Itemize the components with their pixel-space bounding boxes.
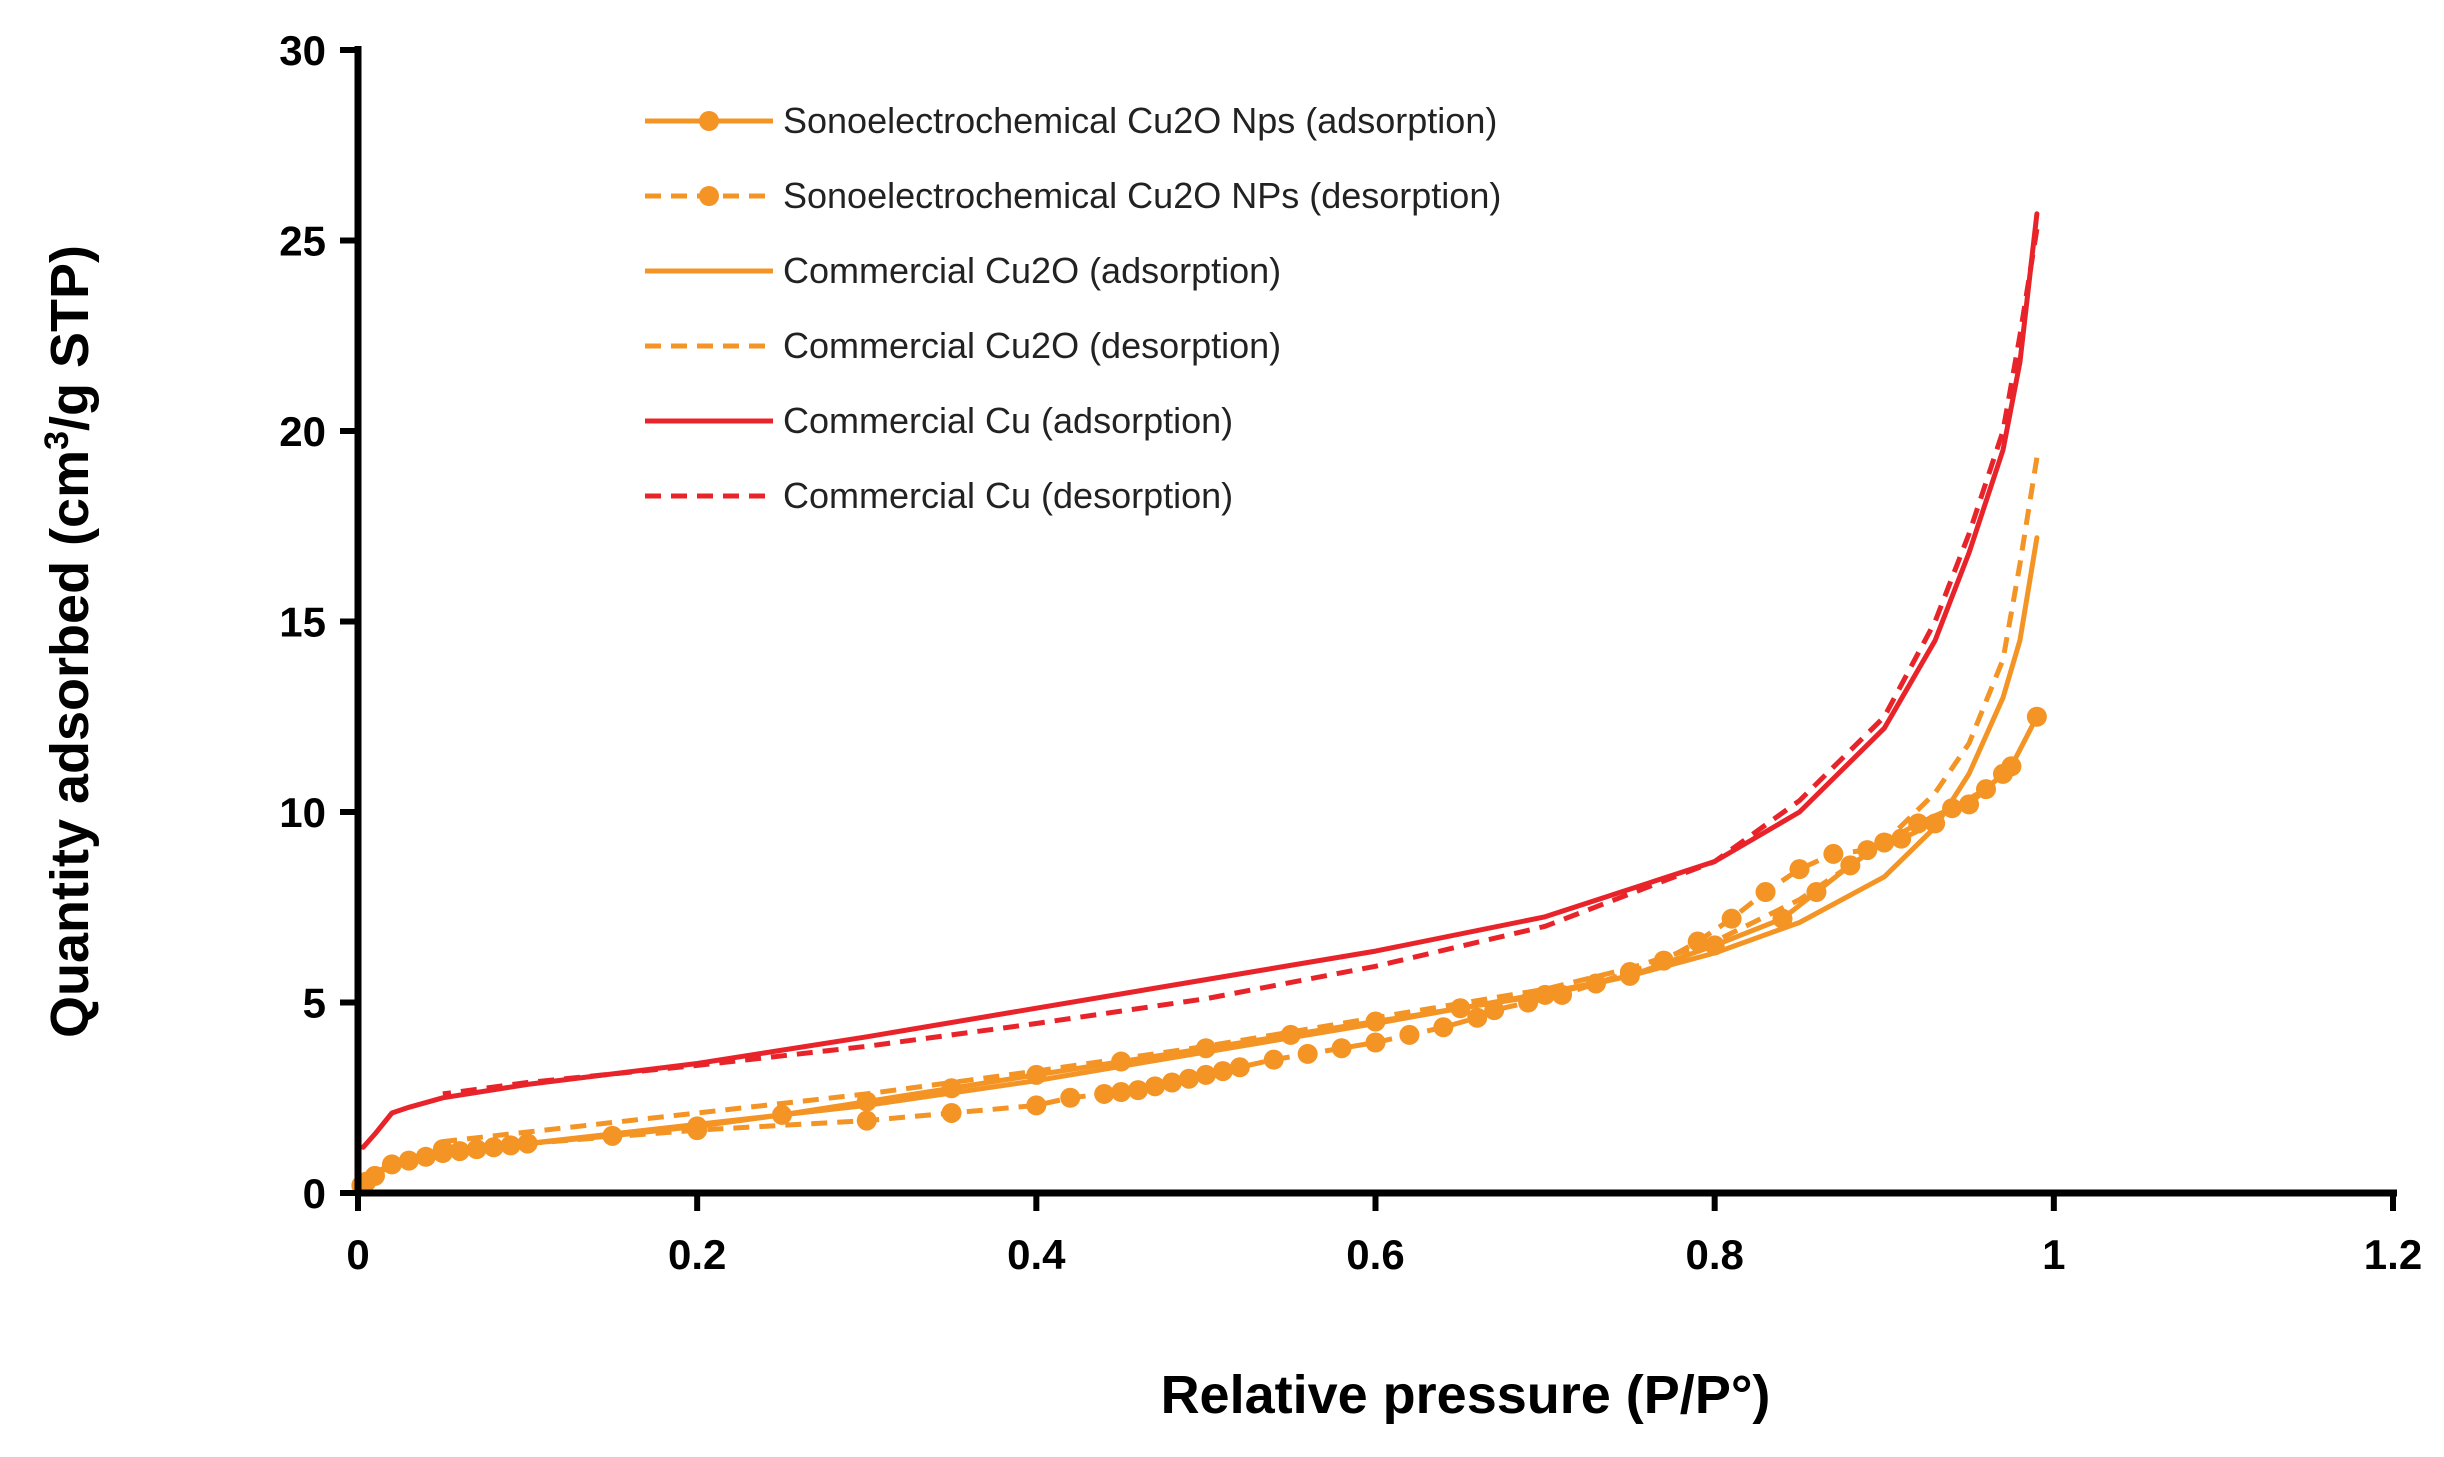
data-point xyxy=(1229,1057,1250,1078)
series-line xyxy=(442,228,2040,1097)
y-axis-title-superscript: 3 xyxy=(38,431,76,450)
series-commercial-cu-desorption xyxy=(442,228,2040,1097)
data-point xyxy=(1060,1087,1081,1108)
data-point xyxy=(1721,908,1742,929)
chart-legend: Sonoelectrochemical Cu2O Nps (adsorption… xyxy=(645,100,1501,516)
axes: 0 0.2 0.4 0.6 0.8 1 1.2 0 5 10 15 20 25 30 xyxy=(279,27,2422,1278)
series-sonoelectrochemical-cu2o-nps-desorption xyxy=(432,763,2013,1160)
data-point xyxy=(1823,843,1844,864)
series-line xyxy=(355,535,2040,1188)
data-point xyxy=(1891,828,1912,849)
data-point xyxy=(1399,1024,1420,1045)
data-point xyxy=(856,1110,877,1131)
data-point xyxy=(1789,859,1810,880)
y-axis-title: Quantity adsorbed (cm3/g STP) xyxy=(38,245,100,1038)
data-point xyxy=(1297,1043,1318,1064)
data-point xyxy=(1992,763,2013,784)
data-point xyxy=(1111,1082,1132,1103)
data-point xyxy=(1094,1083,1115,1104)
x-tick-label: 0.2 xyxy=(668,1231,726,1278)
y-tick-label: 0 xyxy=(303,1170,326,1217)
x-tick-label: 0.4 xyxy=(1007,1231,1066,1278)
legend-item: Sonoelectrochemical Cu2O NPs (desorption… xyxy=(645,175,1501,216)
legend-label: Commercial Cu2O (desorption) xyxy=(783,325,1281,366)
x-axis-ticks: 0 0.2 0.4 0.6 0.8 1 1.2 xyxy=(346,1193,2422,1278)
y-tick-label: 20 xyxy=(279,408,326,455)
x-tick-label: 1.2 xyxy=(2364,1231,2422,1278)
data-point xyxy=(1433,1017,1454,1038)
legend-item: Commercial Cu (desorption) xyxy=(645,475,1233,516)
data-point xyxy=(1145,1076,1166,1097)
data-point xyxy=(1687,931,1708,952)
data-point xyxy=(1195,1064,1216,1085)
data-point xyxy=(1128,1080,1149,1101)
data-point xyxy=(1026,1095,1047,1116)
data-point xyxy=(1467,1007,1488,1028)
y-tick-label: 30 xyxy=(279,27,326,74)
legend-label: Commercial Cu2O (adsorption) xyxy=(783,250,1281,291)
legend-marker-sample xyxy=(699,111,719,131)
data-point xyxy=(1755,882,1776,903)
legend-item: Commercial Cu2O (adsorption) xyxy=(645,250,1281,291)
series-line xyxy=(358,714,2040,1188)
series-commercial-cu2o-adsorption xyxy=(355,535,2040,1188)
legend-item: Sonoelectrochemical Cu2O Nps (adsorption… xyxy=(645,100,1497,141)
legend-label: Commercial Cu (desorption) xyxy=(783,475,1233,516)
x-axis-title: Relative pressure (P/P°) xyxy=(1161,1365,1771,1425)
legend-label: Commercial Cu (adsorption) xyxy=(783,400,1233,441)
data-point xyxy=(1908,813,1929,834)
y-tick-label: 10 xyxy=(279,789,326,836)
x-tick-label: 0.6 xyxy=(1346,1231,1404,1278)
data-point xyxy=(1178,1068,1199,1089)
series-line xyxy=(442,457,2040,1145)
data-point xyxy=(1162,1072,1182,1093)
legend-label: Sonoelectrochemical Cu2O NPs (desorption… xyxy=(783,175,1501,216)
data-point xyxy=(941,1102,962,1123)
y-axis-ticks: 0 5 10 15 20 25 30 xyxy=(279,27,358,1217)
plot-series xyxy=(351,211,2047,1196)
y-axis-title-suffix: /g STP) xyxy=(40,245,100,431)
series-line xyxy=(360,211,2040,1150)
series-commercial-cu2o-desorption xyxy=(442,457,2040,1145)
y-tick-label: 25 xyxy=(279,218,326,265)
data-point xyxy=(2026,706,2047,727)
data-point xyxy=(1772,908,1793,929)
data-point xyxy=(1959,794,1980,815)
data-point xyxy=(1212,1061,1233,1082)
y-tick-label: 5 xyxy=(303,980,326,1027)
y-tick-label: 15 xyxy=(279,599,326,646)
legend-label: Sonoelectrochemical Cu2O Nps (adsorption… xyxy=(783,100,1497,141)
series-line xyxy=(442,772,2005,1152)
legend-item: Commercial Cu (adsorption) xyxy=(645,400,1233,441)
data-point xyxy=(1331,1038,1352,1059)
data-point xyxy=(1365,1032,1386,1053)
x-tick-label: 0.8 xyxy=(1685,1231,1743,1278)
series-commercial-cu-adsorption xyxy=(360,211,2040,1150)
legend-marker-sample xyxy=(699,186,719,206)
y-axis-title-prefix: Quantity adsorbed (cm xyxy=(40,450,100,1038)
legend-item: Commercial Cu2O (desorption) xyxy=(645,325,1281,366)
x-tick-label: 1 xyxy=(2042,1231,2065,1278)
x-tick-label: 0 xyxy=(346,1231,369,1278)
data-point xyxy=(1263,1049,1284,1070)
